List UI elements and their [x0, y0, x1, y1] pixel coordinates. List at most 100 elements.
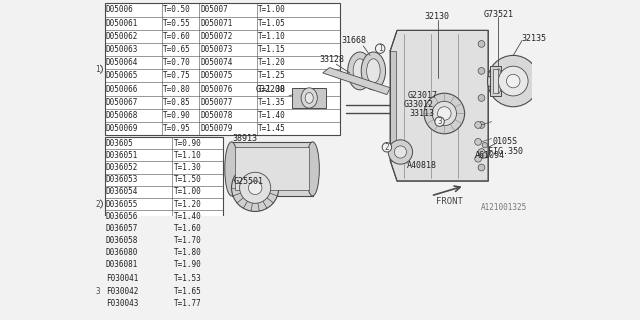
Text: A61094: A61094	[475, 151, 505, 160]
Bar	[232, 142, 312, 196]
Circle shape	[478, 122, 485, 128]
Text: T=0.85: T=0.85	[163, 98, 191, 107]
Text: D036058: D036058	[106, 236, 138, 245]
Ellipse shape	[367, 59, 380, 83]
Circle shape	[475, 156, 481, 162]
Text: T=1.10: T=1.10	[258, 32, 285, 41]
Text: T=1.40: T=1.40	[258, 111, 285, 120]
Circle shape	[478, 95, 485, 101]
Circle shape	[248, 181, 262, 195]
Text: T=0.60: T=0.60	[163, 32, 191, 41]
Text: 31668: 31668	[341, 36, 366, 45]
Text: 1: 1	[378, 44, 383, 53]
Text: D050062: D050062	[106, 32, 138, 41]
Text: T=1.10: T=1.10	[173, 151, 201, 160]
Circle shape	[382, 142, 392, 152]
Bar	[104, 273, 223, 309]
Text: T=1.35: T=1.35	[258, 98, 285, 107]
Text: T=1.90: T=1.90	[173, 260, 201, 269]
Text: T=0.90: T=0.90	[163, 111, 191, 120]
Text: D050073: D050073	[200, 45, 233, 54]
Ellipse shape	[348, 52, 372, 90]
Circle shape	[488, 55, 539, 107]
Text: G73521: G73521	[483, 10, 513, 20]
Text: FIG.350: FIG.350	[488, 148, 524, 156]
Text: D036052: D036052	[106, 163, 138, 172]
Text: T=0.90: T=0.90	[173, 139, 201, 148]
Bar	[292, 88, 326, 108]
Text: D050075: D050075	[200, 71, 233, 80]
Text: D050065: D050065	[106, 71, 138, 80]
Bar	[493, 69, 499, 93]
Text: T=1.00: T=1.00	[258, 5, 285, 14]
Polygon shape	[323, 68, 390, 95]
Text: D036053: D036053	[106, 175, 138, 184]
Ellipse shape	[353, 59, 367, 83]
Text: F030041: F030041	[106, 275, 138, 284]
Text: T=1.65: T=1.65	[173, 287, 201, 296]
Circle shape	[424, 93, 465, 134]
Circle shape	[239, 172, 271, 203]
Text: D05007: D05007	[200, 5, 228, 14]
Ellipse shape	[361, 52, 385, 90]
Text: D036081: D036081	[106, 260, 138, 269]
Polygon shape	[390, 30, 488, 181]
Circle shape	[93, 199, 102, 209]
Text: T=0.75: T=0.75	[163, 71, 191, 80]
Text: D03605: D03605	[106, 139, 134, 148]
Text: D050079: D050079	[200, 124, 233, 133]
Text: G23017: G23017	[407, 92, 437, 100]
Text: T=1.77: T=1.77	[173, 299, 201, 308]
Text: D036057: D036057	[106, 224, 138, 233]
Text: 0105S: 0105S	[493, 137, 518, 146]
Text: 3: 3	[95, 287, 100, 296]
Text: D050069: D050069	[106, 124, 138, 133]
Text: T=1.53: T=1.53	[173, 275, 201, 284]
Text: 3: 3	[437, 117, 442, 126]
Ellipse shape	[301, 88, 317, 108]
Text: A40818: A40818	[407, 161, 437, 170]
Circle shape	[478, 68, 485, 74]
Text: FRONT: FRONT	[436, 197, 463, 206]
Ellipse shape	[306, 142, 319, 196]
Text: T=0.70: T=0.70	[163, 58, 191, 67]
Text: T=0.50: T=0.50	[163, 5, 191, 14]
Circle shape	[93, 65, 102, 74]
Circle shape	[478, 41, 485, 47]
Bar	[490, 66, 501, 96]
Text: D05006: D05006	[106, 5, 134, 14]
Text: 33113: 33113	[409, 109, 434, 118]
Text: G32208: G32208	[255, 85, 285, 94]
Text: T=1.05: T=1.05	[258, 19, 285, 28]
Text: T=1.15: T=1.15	[258, 45, 285, 54]
Text: D050074: D050074	[200, 58, 233, 67]
Circle shape	[482, 153, 488, 158]
Text: T=1.30: T=1.30	[173, 163, 201, 172]
Bar	[104, 137, 223, 271]
Text: G33012: G33012	[404, 100, 434, 109]
Bar	[104, 4, 340, 135]
Text: D050072: D050072	[200, 32, 233, 41]
Text: D050078: D050078	[200, 111, 233, 120]
Ellipse shape	[495, 69, 502, 93]
Circle shape	[478, 148, 485, 156]
Circle shape	[93, 286, 102, 296]
Circle shape	[499, 66, 528, 96]
Circle shape	[475, 139, 481, 145]
Text: F030043: F030043	[106, 299, 138, 308]
Text: T=1.80: T=1.80	[173, 248, 201, 257]
Text: T=0.55: T=0.55	[163, 19, 191, 28]
Text: 33128: 33128	[319, 55, 344, 64]
Text: D050061: D050061	[106, 19, 138, 28]
Text: T=1.40: T=1.40	[173, 212, 201, 221]
Text: T=1.20: T=1.20	[173, 199, 201, 209]
Text: 2: 2	[385, 143, 389, 152]
Circle shape	[432, 101, 456, 126]
Text: D050066: D050066	[106, 84, 138, 93]
Circle shape	[475, 122, 481, 128]
Text: T=1.00: T=1.00	[173, 187, 201, 196]
Ellipse shape	[305, 92, 313, 103]
Text: 32135: 32135	[522, 34, 547, 43]
Circle shape	[388, 140, 413, 164]
Text: D036055: D036055	[106, 199, 138, 209]
